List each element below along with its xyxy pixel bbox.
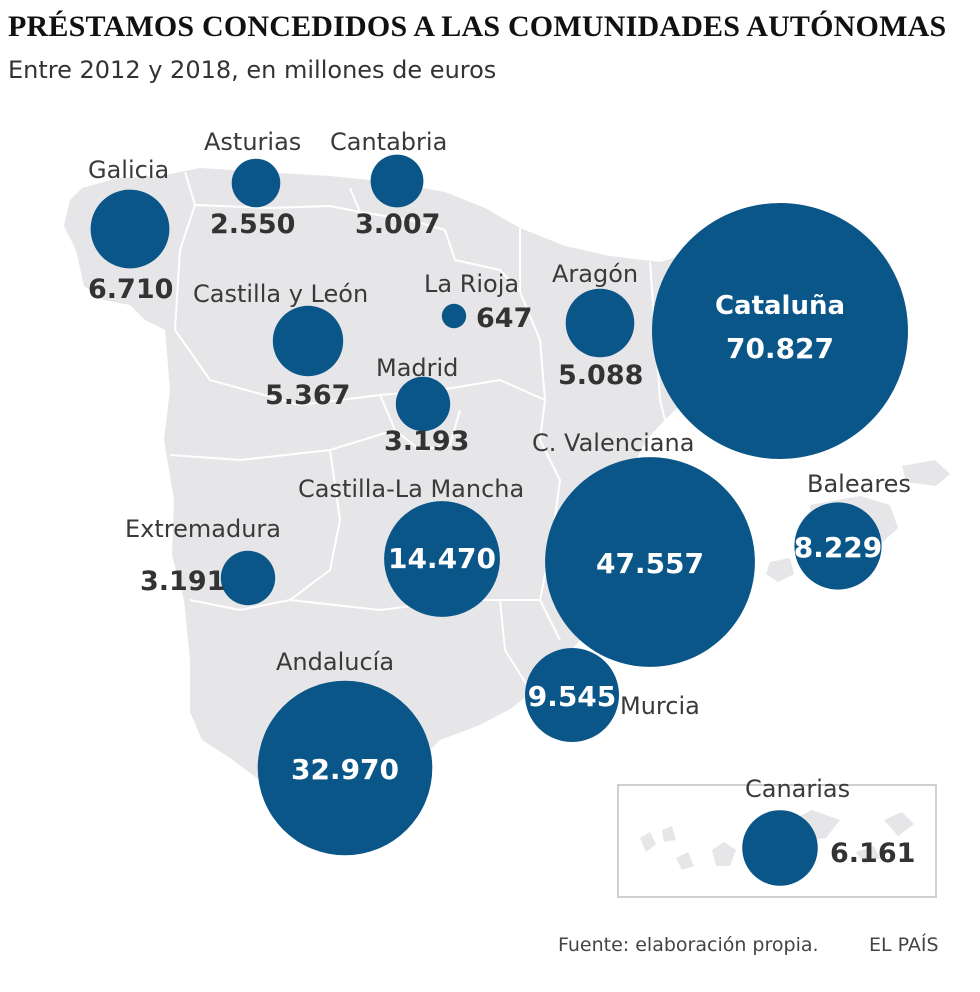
bubble-cataluna: [652, 203, 908, 459]
bubble-asturias: [231, 158, 281, 208]
name-cataluna: Cataluña: [715, 291, 845, 321]
region-cantabria: Cantabria 3.007: [330, 128, 447, 240]
region-baleares: Baleares 8.229: [794, 470, 911, 590]
value-castilla-la-mancha: 14.470: [388, 542, 496, 575]
value-extremadura: 3.191: [140, 566, 225, 597]
name-extremadura: Extremadura: [125, 515, 281, 543]
name-cantabria: Cantabria: [330, 128, 447, 156]
region-asturias: Asturias 2.550: [204, 128, 301, 240]
bubble-castilla-y-leon: [272, 305, 344, 377]
value-madrid: 3.193: [384, 426, 469, 457]
source-note: Fuente: elaboración propia.: [558, 934, 819, 956]
value-galicia: 6.710: [88, 274, 173, 305]
region-c-valenciana: C. Valenciana 47.557: [532, 429, 755, 667]
name-canarias: Canarias: [745, 775, 850, 803]
bubble-la-rioja: [441, 303, 467, 329]
value-aragon: 5.088: [558, 360, 643, 391]
value-cantabria: 3.007: [355, 209, 440, 240]
region-andalucia: Andalucía 32.970: [257, 648, 433, 856]
chart-title: PRÉSTAMOS CONCEDIDOS A LAS COMUNIDADES A…: [8, 10, 947, 43]
menorca-island: [902, 460, 950, 486]
region-borders: [169, 171, 666, 691]
value-murcia: 9.545: [528, 680, 617, 713]
bubble-canarias: [742, 810, 818, 886]
value-castilla-y-leon: 5.367: [265, 380, 350, 411]
region-cataluna: Cataluña 70.827: [652, 203, 908, 459]
bubble-c-valenciana: [545, 457, 755, 667]
peninsula-landmass: [64, 168, 835, 822]
name-andalucia: Andalucía: [276, 648, 394, 676]
name-murcia: Murcia: [620, 692, 700, 720]
value-c-valenciana: 47.557: [596, 547, 704, 580]
name-madrid: Madrid: [376, 354, 458, 382]
bubble-madrid: [395, 376, 451, 432]
bubble-extremadura: [220, 550, 276, 606]
region-extremadura: Extremadura 3.191: [125, 515, 281, 606]
bubble-aragon: [565, 288, 635, 358]
bubble-andalucia: [257, 680, 433, 856]
name-castilla-la-mancha: Castilla-La Mancha: [298, 475, 524, 503]
region-aragon: Aragón 5.088: [552, 260, 643, 391]
value-baleares: 8.229: [794, 531, 883, 564]
bubble-castilla-la-mancha: [384, 501, 500, 617]
name-asturias: Asturias: [204, 128, 301, 156]
bubble-baleares: [794, 502, 882, 590]
bubble-galicia: [90, 189, 170, 269]
name-la-rioja: La Rioja: [424, 270, 519, 298]
value-canarias: 6.161: [830, 838, 915, 869]
region-castilla-la-mancha: Castilla-La Mancha 14.470: [298, 475, 524, 617]
region-castilla-y-leon: Castilla y León 5.367: [193, 280, 368, 411]
value-cataluna: 70.827: [726, 332, 834, 365]
name-baleares: Baleares: [807, 470, 911, 498]
name-castilla-y-leon: Castilla y León: [193, 280, 368, 308]
bubble-murcia: [525, 648, 619, 742]
region-murcia: Murcia 9.545: [525, 648, 700, 742]
region-madrid: Madrid 3.193: [376, 354, 469, 457]
bubble-cantabria: [370, 154, 424, 208]
value-asturias: 2.550: [210, 209, 295, 240]
region-galicia: Galicia 6.710: [88, 156, 173, 305]
chart-subtitle: Entre 2012 y 2018, en millones de euros: [8, 56, 497, 84]
canarias-inset-box: [617, 784, 937, 898]
value-la-rioja: 647: [476, 303, 532, 334]
name-aragon: Aragón: [552, 260, 638, 288]
ibiza-island: [766, 558, 794, 582]
value-andalucia: 32.970: [291, 753, 399, 786]
name-galicia: Galicia: [88, 156, 169, 184]
region-canarias: Canarias 6.161: [742, 775, 915, 886]
region-la-rioja: La Rioja 647: [424, 270, 532, 334]
brand-credit: EL PAÍS: [869, 934, 939, 956]
name-c-valenciana: C. Valenciana: [532, 429, 694, 457]
